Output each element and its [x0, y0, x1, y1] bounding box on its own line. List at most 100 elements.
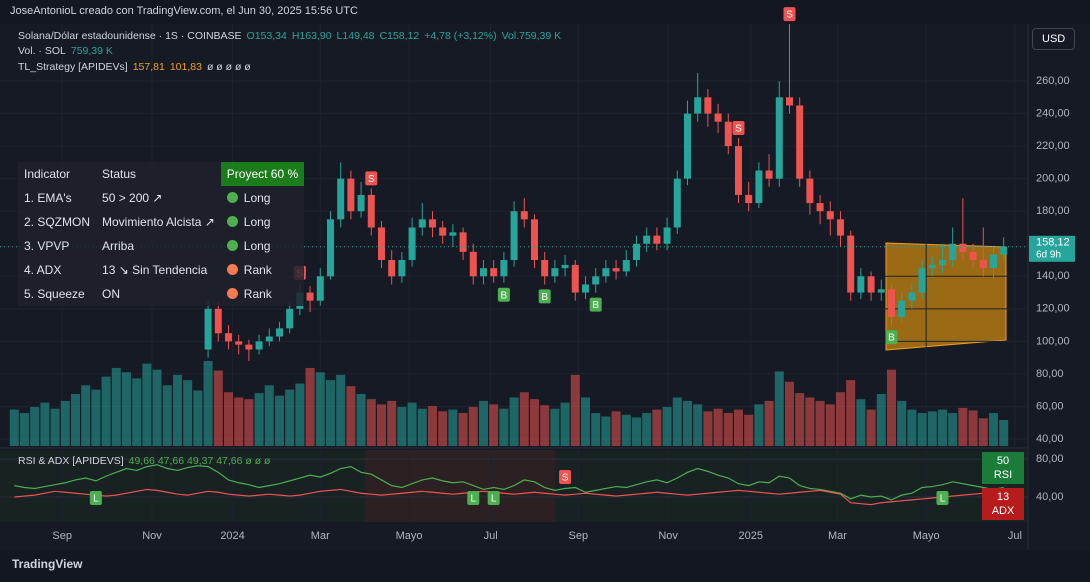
table-header: Proyect 60 % [220, 162, 305, 186]
candle-body [214, 308, 222, 334]
signal-label: L [940, 494, 946, 505]
pane-tag-label: RSI [994, 469, 1012, 481]
signal-label: L [470, 494, 476, 505]
volume-bar [764, 400, 774, 446]
volume-bar [489, 404, 499, 446]
pane-tag [982, 452, 1024, 484]
candle-body [500, 260, 508, 277]
legend: TL_Strategy [APIDEVs] 157,81 101,83 ø ø ø ø… [18, 61, 256, 73]
candle-body [745, 194, 753, 204]
vol-value: 759,39 K [70, 45, 113, 57]
volume-bar [876, 393, 886, 446]
candle-body [367, 194, 375, 228]
table-header: Indicator [24, 167, 71, 181]
footer: TradingView [12, 557, 83, 571]
currency-button[interactable]: USD [1032, 28, 1076, 50]
volume-bar [397, 406, 407, 446]
candle-body [694, 97, 702, 114]
table-cell: Arriba [96, 234, 221, 258]
candle-body [928, 264, 936, 269]
candle-body [857, 276, 865, 293]
volume-bar [50, 408, 60, 446]
candle-body [561, 264, 569, 269]
signal-label: B [592, 300, 599, 311]
candle-body [479, 268, 487, 277]
candle-body [418, 219, 426, 228]
volume-bar [815, 400, 825, 446]
author: JoseAntonioL creado con TradingView.com,… [10, 5, 358, 17]
strategy-value: ø ø ø ø ø [206, 61, 251, 73]
volume-bar [927, 411, 937, 446]
candle-body [734, 146, 742, 195]
volume-bar [591, 413, 601, 446]
volume-bar [693, 404, 703, 446]
candle-body [785, 97, 793, 106]
volume-bar [213, 370, 223, 446]
candle-body [724, 121, 732, 147]
volume-bar [723, 413, 733, 446]
cell-text: Rank [243, 263, 272, 277]
strategy-value: 101,83 [169, 61, 202, 73]
candle-body [459, 232, 467, 252]
candle-body [867, 276, 875, 293]
signal-badge [89, 491, 102, 505]
candle-body [286, 308, 294, 329]
table-header: Status [102, 167, 137, 181]
change: +4,78 (+3,12%) [424, 30, 497, 42]
table-cell: ON [96, 282, 221, 306]
x-tick-label: Mayo [396, 530, 423, 542]
volume-bar [254, 393, 264, 446]
volume-bar [682, 400, 692, 446]
candle-body [316, 276, 324, 301]
volume-bar [917, 413, 927, 446]
signal-label: S [735, 124, 742, 135]
strategy: TL_Strategy [APIDEVs] [18, 61, 128, 73]
volume-bar [733, 409, 743, 446]
price-countdown: 6d 9h [1036, 249, 1061, 260]
cell-text: 1. EMA's [24, 191, 72, 205]
signal-badge [783, 7, 796, 22]
x-tick-label: Jul [1008, 530, 1022, 542]
volume-bar [448, 409, 458, 446]
volume-bar [223, 392, 233, 446]
candle-body [836, 219, 844, 236]
y-tick-label: 180,00 [1036, 205, 1070, 217]
price-tag-label: 158,12 [1036, 237, 1070, 249]
volume-bar [325, 380, 335, 446]
volume-bar [754, 404, 764, 446]
table-cell: 4. ADX [18, 258, 96, 282]
x-tick-label: Mar [828, 530, 847, 542]
volume-bar [886, 369, 896, 446]
signal-label: L [491, 494, 497, 505]
status-dot [226, 216, 238, 227]
y-tick-label: 100,00 [1036, 335, 1070, 347]
table-row: 4. ADX 13 ↘ Sin Tendencia Rank [18, 258, 304, 282]
signal-label: L [93, 494, 99, 505]
candle-body [663, 227, 671, 244]
volume-bar [478, 400, 488, 446]
table-cell: Long [221, 210, 304, 234]
symbol: Solana/Dólar estadounidense · 1S · COINB… [18, 30, 242, 42]
cell-text: 4. ADX [24, 263, 62, 277]
ohlc: C158,12 [379, 30, 420, 42]
candle-body [816, 203, 824, 212]
candle-body [949, 243, 957, 261]
signal-badge [487, 491, 500, 505]
volume-bar [111, 367, 121, 446]
candle-body [622, 260, 630, 272]
volume-bar [805, 397, 815, 446]
cell-text: Arriba [102, 239, 135, 253]
candle-body [938, 260, 946, 265]
candle-body [357, 194, 365, 212]
volume-bar [540, 405, 550, 446]
candle-body [224, 333, 232, 342]
volume-bar [856, 399, 866, 446]
volume-bar [846, 380, 856, 446]
volume-bar [560, 402, 570, 446]
volume-bar [866, 409, 876, 446]
volume-bar [662, 406, 672, 446]
volume-bar [601, 416, 611, 446]
cell-text: 3. VPVP [24, 239, 70, 253]
